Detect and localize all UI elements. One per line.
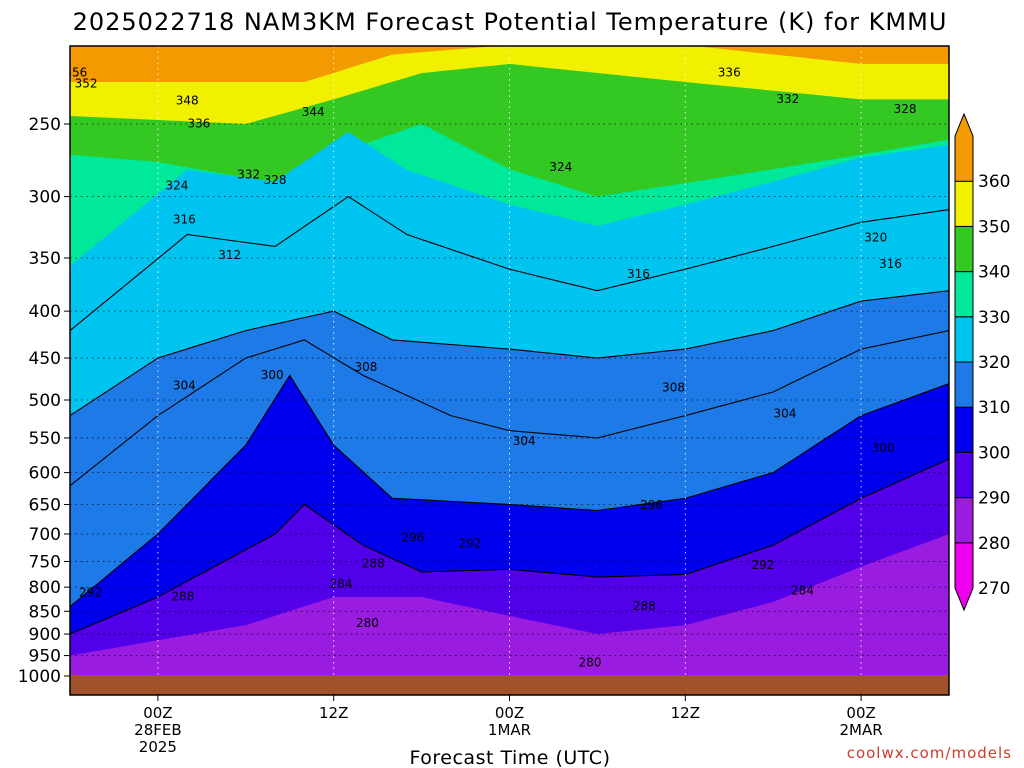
contour-label: 316 xyxy=(879,257,902,271)
isentrope-316 xyxy=(70,195,949,332)
contour-label: 324 xyxy=(549,160,572,174)
colorbar-band-310 xyxy=(954,361,974,408)
x-tick-label: 00Z xyxy=(846,704,875,722)
y-tick-label: 550 xyxy=(29,429,61,449)
contour-label: 312 xyxy=(218,248,241,262)
chart-title: 2025022718 NAM3KM Forecast Potential Tem… xyxy=(73,8,948,36)
colorbar-band-280 xyxy=(954,497,974,544)
contour-label: 320 xyxy=(864,231,887,245)
colorbar-label: 280 xyxy=(978,534,1010,554)
contour-label: 356 xyxy=(64,66,87,80)
contour-label: 296 xyxy=(401,530,424,544)
colorbar-label: 300 xyxy=(978,443,1010,463)
contour-label: 308 xyxy=(354,360,377,374)
isentrope-300 xyxy=(70,374,949,608)
contour-label: 296 xyxy=(640,498,663,512)
y-tick-label: 400 xyxy=(29,302,61,322)
x-tick-label: 00Z xyxy=(495,704,524,722)
contour-label: 288 xyxy=(362,557,385,571)
y-axis: 250 300 350 400 450 500 550 600 650 700 750 800 850 9… xyxy=(18,115,70,687)
theta-band-280 xyxy=(70,534,949,695)
ground-fill xyxy=(70,675,949,695)
colorbar-band-300 xyxy=(954,406,974,453)
x-tick-label: 12Z xyxy=(671,704,700,722)
contour-label: 328 xyxy=(264,173,287,187)
y-tick-label: 650 xyxy=(29,495,61,515)
colorbar-band-340 xyxy=(954,225,974,273)
colorbar-band-330 xyxy=(954,271,974,318)
y-tick-label: 350 xyxy=(29,249,61,269)
x-tick-label: 1MAR xyxy=(488,721,531,739)
colorbar: 360 350 340 330 320 310 300 290 280 270 xyxy=(954,112,1010,612)
contour-label: 292 xyxy=(458,537,481,551)
colorbar-label: 340 xyxy=(978,263,1010,283)
colorbar-label: 270 xyxy=(978,579,1010,599)
contour-label: 344 xyxy=(302,105,325,119)
colorbar-band-270 xyxy=(954,542,974,612)
contour-label: 280 xyxy=(579,656,602,670)
contour-label: 300 xyxy=(261,368,284,382)
x-axis-label: Forecast Time (UTC) xyxy=(410,747,611,768)
colorbar-label: 320 xyxy=(978,353,1010,373)
contour-label: 280 xyxy=(356,616,379,630)
isentrope-296 xyxy=(70,458,949,635)
contour-label: 316 xyxy=(627,267,650,281)
contour-label: 352 xyxy=(75,76,98,90)
colorbar-label: 350 xyxy=(978,217,1010,237)
contour-label: 288 xyxy=(633,599,656,613)
colorbar-label: 310 xyxy=(978,398,1010,418)
colorbar-band-350 xyxy=(954,180,974,227)
credit-text: coolwx.com/models xyxy=(847,744,1012,762)
y-tick-label: 800 xyxy=(29,578,61,598)
contour-label: 284 xyxy=(791,584,814,598)
x-tick-label: 28FEB xyxy=(134,721,181,739)
contour-label: 332 xyxy=(237,167,260,181)
contour-label: 348 xyxy=(176,94,199,108)
y-tick-label: 500 xyxy=(29,391,61,411)
x-tick-label: 00Z xyxy=(143,704,172,722)
y-tick-label: 300 xyxy=(29,188,61,208)
y-tick-label: 1000 xyxy=(18,667,61,687)
x-tick-label: 2MAR xyxy=(840,721,883,739)
x-tick-label: 12Z xyxy=(319,704,348,722)
colorbar-band-320 xyxy=(954,316,974,363)
contour-label: 336 xyxy=(718,66,741,80)
x-tick-label: 2025 xyxy=(139,738,177,756)
colorbar-label: 330 xyxy=(978,308,1010,328)
contour-label: 304 xyxy=(773,407,796,421)
grid-lines xyxy=(70,46,949,695)
contour-label: 304 xyxy=(513,434,536,448)
y-tick-label: 900 xyxy=(29,625,61,645)
contour-label: 308 xyxy=(662,380,685,394)
contour-label: 292 xyxy=(751,558,774,572)
contour-label: 292 xyxy=(79,586,102,600)
y-tick-label: 600 xyxy=(29,464,61,484)
contour-label: 336 xyxy=(187,117,210,131)
y-tick-label: 750 xyxy=(29,552,61,572)
colorbar-label: 290 xyxy=(978,489,1010,509)
colorbar-label: 360 xyxy=(978,172,1010,192)
contour-label: 328 xyxy=(894,102,917,116)
y-tick-label: 950 xyxy=(29,647,61,667)
contour-label: 288 xyxy=(171,589,194,603)
contour-label: 300 xyxy=(872,441,895,455)
y-tick-label: 850 xyxy=(29,602,61,622)
colorbar-band-290 xyxy=(954,451,974,499)
y-tick-label: 450 xyxy=(29,349,61,369)
isentrope-304 xyxy=(70,330,949,487)
y-tick-label: 250 xyxy=(29,115,61,135)
contour-label: 304 xyxy=(173,379,196,393)
contour-label: 332 xyxy=(776,92,799,106)
colorbar-band-360 xyxy=(954,112,974,182)
contour-label: 316 xyxy=(173,212,196,226)
y-tick-label: 700 xyxy=(29,525,61,545)
contour-label: 324 xyxy=(165,178,188,192)
contour-label: 284 xyxy=(330,577,353,591)
theta-bands xyxy=(70,46,949,695)
